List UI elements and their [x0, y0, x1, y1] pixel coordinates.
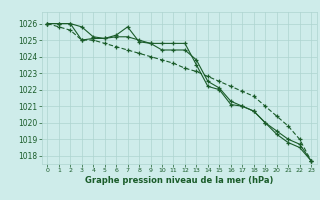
X-axis label: Graphe pression niveau de la mer (hPa): Graphe pression niveau de la mer (hPa) [85, 176, 273, 185]
